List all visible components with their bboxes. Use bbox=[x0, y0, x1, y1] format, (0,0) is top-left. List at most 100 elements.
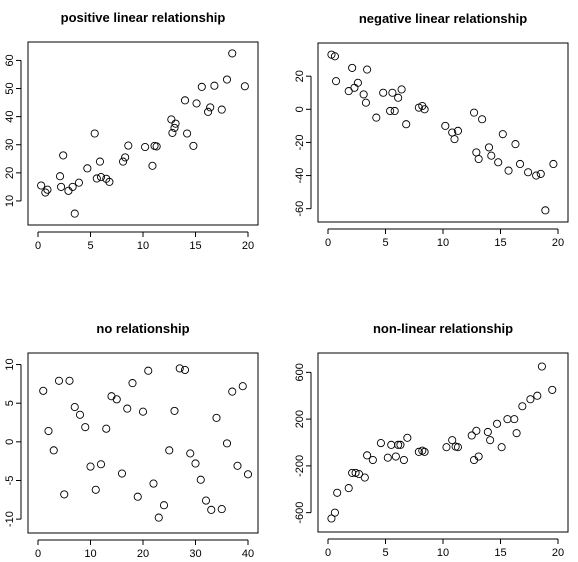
data-point-positive bbox=[69, 183, 76, 190]
data-point-positive bbox=[172, 120, 179, 127]
x-tick-label-positive: 15 bbox=[189, 240, 201, 252]
data-point-none bbox=[218, 505, 225, 512]
data-point-nonlinear bbox=[470, 456, 477, 463]
y-tick-label-positive: 60 bbox=[4, 54, 16, 66]
x-tick-label-nonlinear: 20 bbox=[552, 547, 564, 559]
data-point-positive bbox=[218, 106, 225, 113]
data-point-negative bbox=[442, 122, 449, 129]
data-point-positive bbox=[65, 187, 72, 194]
data-point-none bbox=[166, 447, 173, 454]
data-point-none bbox=[150, 480, 157, 487]
data-point-none bbox=[45, 427, 52, 434]
data-point-nonlinear bbox=[473, 427, 480, 434]
chart-title-negative: negative linear relationship bbox=[359, 11, 527, 26]
x-tick-label-positive: 20 bbox=[242, 240, 254, 252]
data-point-negative bbox=[550, 160, 557, 167]
data-point-none bbox=[192, 460, 199, 467]
data-point-nonlinear bbox=[504, 416, 511, 423]
data-point-nonlinear bbox=[538, 363, 545, 370]
data-point-nonlinear bbox=[404, 434, 411, 441]
data-point-none bbox=[197, 476, 204, 483]
data-point-positive bbox=[193, 100, 200, 107]
y-tick-label-positive: 20 bbox=[4, 167, 16, 179]
chart-title-positive: positive linear relationship bbox=[61, 10, 226, 25]
plot-frame-positive bbox=[28, 42, 258, 225]
data-point-negative bbox=[475, 155, 482, 162]
data-point-nonlinear bbox=[388, 441, 395, 448]
data-point-positive bbox=[198, 83, 205, 90]
data-point-negative bbox=[395, 94, 402, 101]
data-point-none bbox=[229, 388, 236, 395]
x-tick-label-positive: 10 bbox=[137, 240, 149, 252]
data-point-none bbox=[82, 424, 89, 431]
data-point-negative bbox=[451, 136, 458, 143]
data-point-none bbox=[134, 493, 141, 500]
y-tick-label-negative: -60 bbox=[294, 201, 306, 217]
data-point-none bbox=[92, 486, 99, 493]
data-point-nonlinear bbox=[549, 386, 556, 393]
data-point-nonlinear bbox=[334, 489, 341, 496]
data-point-none bbox=[55, 377, 62, 384]
data-point-negative bbox=[485, 144, 492, 151]
data-point-none bbox=[202, 497, 209, 504]
y-tick-label-nonlinear: 200 bbox=[294, 410, 306, 428]
data-point-nonlinear bbox=[519, 403, 526, 410]
data-point-positive bbox=[60, 152, 67, 159]
data-point-nonlinear bbox=[527, 396, 534, 403]
data-point-none bbox=[66, 377, 73, 384]
data-point-none bbox=[97, 461, 104, 468]
data-point-positive bbox=[149, 162, 156, 169]
y-tick-label-negative: 20 bbox=[294, 70, 306, 82]
data-point-negative bbox=[499, 131, 506, 138]
data-point-nonlinear bbox=[475, 453, 482, 460]
x-tick-label-negative: 10 bbox=[437, 237, 449, 249]
y-tick-label-positive: 40 bbox=[4, 111, 16, 123]
data-point-negative bbox=[380, 89, 387, 96]
chart-title-nonlinear: non-linear relationship bbox=[373, 321, 513, 336]
data-point-nonlinear bbox=[498, 444, 505, 451]
x-tick-label-negative: 15 bbox=[494, 237, 506, 249]
data-point-nonlinear bbox=[384, 454, 391, 461]
y-tick-label-positive: 10 bbox=[4, 195, 16, 207]
data-point-nonlinear bbox=[484, 428, 491, 435]
data-point-negative bbox=[360, 91, 367, 98]
data-point-positive bbox=[223, 76, 230, 83]
x-tick-label-none: 20 bbox=[137, 548, 149, 560]
data-point-none bbox=[118, 470, 125, 477]
data-point-positive bbox=[125, 142, 132, 149]
data-point-positive bbox=[205, 108, 212, 115]
data-point-negative bbox=[525, 169, 532, 176]
data-point-none bbox=[139, 408, 146, 415]
data-point-positive bbox=[122, 154, 129, 161]
data-point-none bbox=[176, 365, 183, 372]
data-point-positive bbox=[207, 104, 214, 111]
data-point-negative bbox=[398, 86, 405, 93]
data-point-nonlinear bbox=[534, 392, 541, 399]
data-point-nonlinear bbox=[443, 444, 450, 451]
data-point-none bbox=[40, 387, 47, 394]
data-point-negative bbox=[364, 66, 371, 73]
x-tick-label-negative: 20 bbox=[552, 237, 564, 249]
data-point-positive bbox=[93, 175, 100, 182]
data-point-none bbox=[87, 463, 94, 470]
data-point-none bbox=[129, 379, 136, 386]
y-tick-label-negative: 0 bbox=[294, 106, 306, 112]
x-tick-label-nonlinear: 10 bbox=[437, 547, 449, 559]
data-point-none bbox=[61, 491, 68, 498]
data-point-positive bbox=[181, 97, 188, 104]
data-point-positive bbox=[96, 158, 103, 165]
plot-frame-nonlinear bbox=[318, 353, 568, 532]
data-point-negative bbox=[537, 170, 544, 177]
chart-title-none: no relationship bbox=[96, 321, 189, 336]
data-point-negative bbox=[473, 149, 480, 156]
data-point-none bbox=[213, 414, 220, 421]
y-tick-label-none: 0 bbox=[4, 439, 16, 445]
data-point-positive bbox=[241, 83, 248, 90]
x-tick-label-none: 0 bbox=[35, 548, 41, 560]
y-tick-label-none: 10 bbox=[4, 358, 16, 370]
data-point-none bbox=[234, 462, 241, 469]
data-point-positive bbox=[119, 158, 126, 165]
data-point-none bbox=[113, 396, 120, 403]
data-point-nonlinear bbox=[392, 453, 399, 460]
x-tick-label-nonlinear: 15 bbox=[494, 547, 506, 559]
